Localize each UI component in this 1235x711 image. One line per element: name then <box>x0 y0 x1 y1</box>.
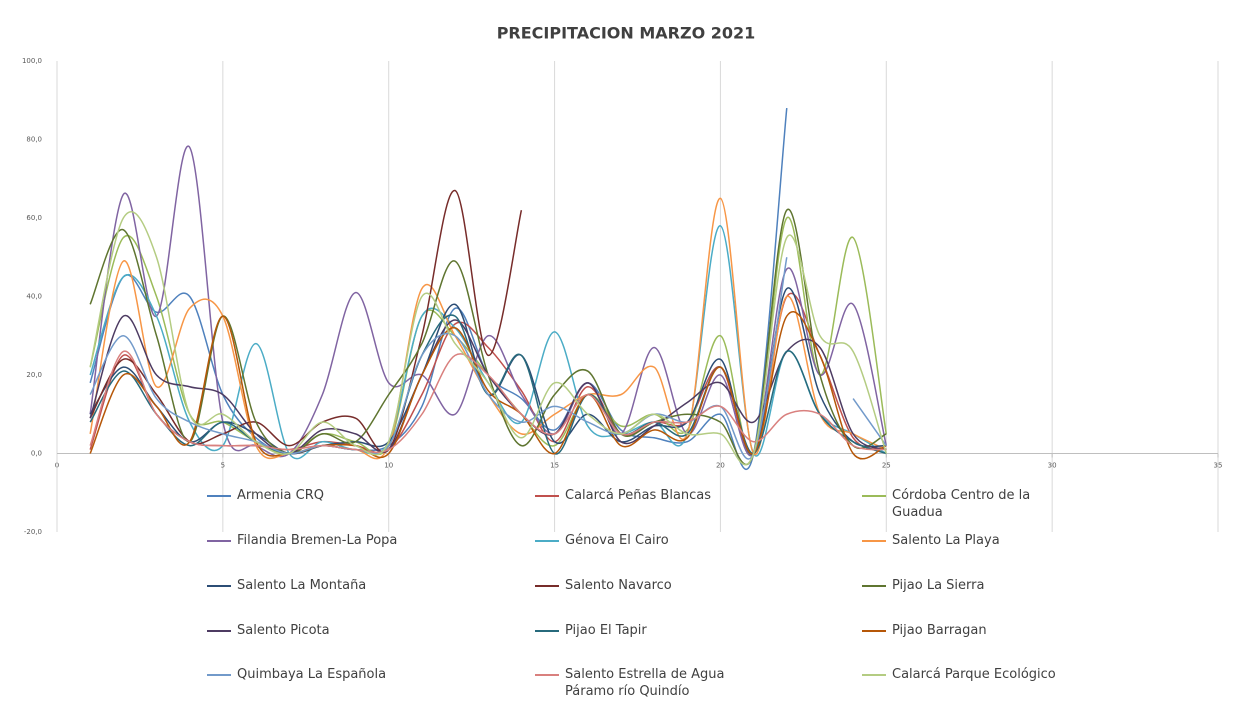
legend-label: Salento Navarco <box>565 578 672 593</box>
x-tick-label: 35 <box>1214 462 1223 470</box>
legend-item: Génova El Cairo <box>535 532 835 549</box>
y-tick-label: 60,0 <box>26 214 42 222</box>
legend-swatch <box>535 540 559 542</box>
legend-swatch <box>862 540 886 542</box>
legend-item: Calarcá Parque Ecológico <box>862 666 1162 683</box>
legend-label: Génova El Cairo <box>565 533 669 548</box>
y-tick-label: 80,0 <box>26 136 42 144</box>
legend-swatch <box>862 495 886 497</box>
legend-item: Salento Picota <box>207 622 507 639</box>
series-line <box>89 211 887 466</box>
legend-swatch <box>535 585 559 587</box>
legend-swatch <box>862 630 886 632</box>
legend-label: Pijao La Sierra <box>892 578 985 593</box>
chart-title: PRECIPITACION MARZO 2021 <box>497 24 756 43</box>
legend-label: Armenia CRQ <box>237 488 324 503</box>
legend-swatch <box>862 585 886 587</box>
legend-swatch <box>862 674 886 676</box>
legend-label: Salento Estrella de Agua Páramo río Quin… <box>565 667 725 699</box>
legend-item: Calarcá Peñas Blancas <box>535 487 835 504</box>
legend-swatch <box>207 630 231 632</box>
legend-item: Salento Navarco <box>535 577 835 594</box>
y-tick-label: 0,0 <box>31 450 42 458</box>
x-tick-label: 25 <box>882 462 891 470</box>
y-tick-label: 20,0 <box>26 371 42 379</box>
legend-item: Córdoba Centro de la Guadua <box>862 487 1162 521</box>
x-tick-label: 10 <box>384 462 393 470</box>
y-tick-label: 40,0 <box>26 293 42 301</box>
legend-swatch <box>207 540 231 542</box>
legend-label: Salento La Montaña <box>237 578 367 593</box>
legend-label: Quimbaya La Española <box>237 667 387 682</box>
legend-item: Armenia CRQ <box>207 487 507 504</box>
legend-label: Pijao Barragan <box>892 623 987 638</box>
legend-swatch <box>207 674 231 676</box>
legend-swatch <box>535 674 559 676</box>
legend-label: Pijao El Tapir <box>565 623 647 638</box>
series-line <box>89 189 523 454</box>
legend-label: Filandia Bremen-La Popa <box>237 533 398 548</box>
legend-label: Salento La Playa <box>892 533 1000 548</box>
x-tick-label: 20 <box>716 462 725 470</box>
legend-item: Salento La Montaña <box>207 577 507 594</box>
y-tick-label: 100,0 <box>22 57 42 65</box>
legend-item: Salento Estrella de Agua Páramo río Quin… <box>535 666 835 700</box>
legend-swatch <box>207 495 231 497</box>
legend-item: Pijao El Tapir <box>535 622 835 639</box>
legend-label: Calarcá Parque Ecológico <box>892 667 1056 682</box>
legend-item: Quimbaya La Española <box>207 666 507 683</box>
series-line <box>89 108 788 471</box>
legend-item: Filandia Bremen-La Popa <box>207 532 507 549</box>
legend-swatch <box>535 630 559 632</box>
legend-swatch <box>535 495 559 497</box>
series-line <box>89 311 887 460</box>
x-tick-label: 15 <box>550 462 559 470</box>
y-tick-label: -20,0 <box>24 528 42 536</box>
legend-label: Calarcá Peñas Blancas <box>565 488 712 503</box>
legend-swatch <box>207 585 231 587</box>
legend-item: Pijao Barragan <box>862 622 1162 639</box>
legend-label: Salento Picota <box>237 623 330 638</box>
legend-item: Pijao La Sierra <box>862 577 1162 594</box>
x-tick-label: 5 <box>221 462 225 470</box>
legend-item: Salento La Playa <box>862 532 1162 549</box>
legend-label: Córdoba Centro de la Guadua <box>892 488 1031 520</box>
x-tick-label: 30 <box>1048 462 1057 470</box>
series-line <box>89 350 887 454</box>
